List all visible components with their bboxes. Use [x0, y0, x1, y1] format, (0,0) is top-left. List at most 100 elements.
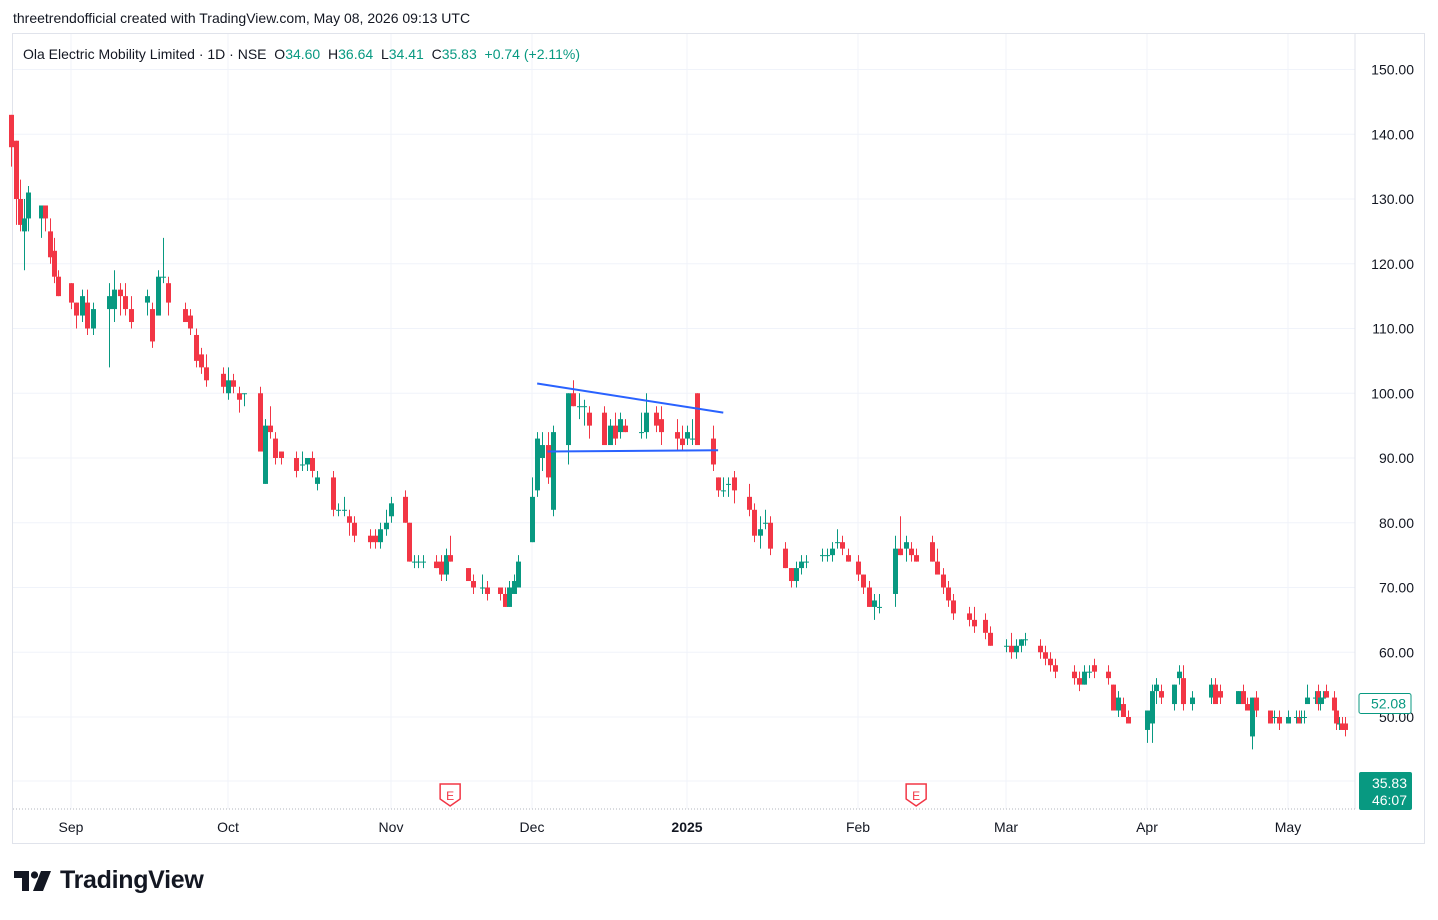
candle[interactable] — [1313, 691, 1318, 705]
candle[interactable] — [967, 606, 972, 627]
candle[interactable] — [1236, 691, 1241, 705]
candle[interactable] — [1106, 665, 1111, 685]
candle[interactable] — [434, 555, 439, 569]
candle[interactable] — [1111, 684, 1116, 711]
candle[interactable] — [587, 406, 592, 439]
candle[interactable] — [789, 568, 794, 588]
candle[interactable] — [1321, 691, 1326, 705]
candle[interactable] — [1241, 684, 1246, 705]
candle[interactable] — [1277, 710, 1282, 730]
candle[interactable] — [1245, 697, 1250, 711]
candle[interactable] — [867, 581, 872, 607]
candle[interactable] — [551, 425, 556, 517]
candle[interactable] — [840, 535, 845, 556]
candle[interactable] — [14, 140, 19, 225]
candle[interactable] — [352, 516, 357, 543]
candle[interactable] — [368, 529, 373, 549]
candle[interactable] — [373, 529, 378, 549]
trendline[interactable] — [537, 382, 724, 414]
earnings-marker-icon[interactable]: E — [439, 783, 461, 807]
candle[interactable] — [48, 218, 53, 264]
candle[interactable] — [1009, 632, 1014, 659]
candle[interactable] — [747, 483, 752, 517]
candle[interactable] — [1087, 665, 1092, 679]
candle[interactable] — [1337, 717, 1342, 730]
candle[interactable] — [384, 509, 389, 536]
candle[interactable] — [183, 302, 188, 323]
candle[interactable] — [315, 470, 320, 491]
candle[interactable] — [540, 432, 545, 471]
candle[interactable] — [1121, 697, 1126, 717]
candle[interactable] — [204, 354, 209, 387]
candle[interactable] — [1286, 710, 1291, 724]
candle[interactable] — [1150, 684, 1155, 743]
candle[interactable] — [898, 516, 903, 556]
candle[interactable] — [412, 555, 417, 569]
candle[interactable] — [654, 406, 659, 433]
candle[interactable] — [242, 393, 247, 407]
candle[interactable] — [18, 179, 23, 232]
candle[interactable] — [403, 490, 408, 523]
candle[interactable] — [161, 237, 166, 284]
candle[interactable] — [1318, 691, 1323, 711]
candle[interactable] — [268, 406, 273, 439]
candle[interactable] — [1043, 645, 1048, 666]
candle[interactable] — [507, 581, 512, 607]
candle[interactable] — [783, 542, 788, 569]
candle[interactable] — [835, 529, 840, 549]
candle[interactable] — [22, 199, 27, 271]
candle[interactable] — [794, 561, 799, 588]
candle[interactable] — [608, 419, 613, 446]
candle[interactable] — [1082, 665, 1087, 685]
candle[interactable] — [9, 114, 14, 167]
candle[interactable] — [763, 509, 768, 530]
candle[interactable] — [602, 406, 607, 446]
candle[interactable] — [480, 574, 485, 594]
candle[interactable] — [378, 522, 383, 549]
candle[interactable] — [512, 574, 517, 594]
candle[interactable] — [1072, 665, 1077, 685]
candle[interactable] — [1302, 710, 1307, 724]
candle[interactable] — [123, 283, 128, 316]
candle[interactable] — [732, 470, 737, 504]
candle[interactable] — [690, 419, 695, 446]
candle[interactable] — [1092, 658, 1097, 679]
candle[interactable] — [1213, 678, 1218, 705]
candle[interactable] — [872, 593, 877, 620]
candle[interactable] — [680, 425, 685, 452]
candle[interactable] — [893, 535, 898, 607]
candle[interactable] — [768, 516, 773, 556]
candle[interactable] — [623, 419, 628, 433]
candle[interactable] — [74, 302, 79, 329]
candle[interactable] — [1299, 710, 1304, 724]
candle[interactable] — [1272, 710, 1277, 724]
candle[interactable] — [726, 477, 731, 497]
candle[interactable] — [421, 555, 426, 569]
candle[interactable] — [39, 205, 44, 238]
candle[interactable] — [1181, 665, 1186, 711]
candle[interactable] — [273, 432, 278, 465]
candle[interactable] — [861, 574, 866, 594]
candle[interactable] — [685, 425, 690, 446]
candle[interactable] — [988, 626, 993, 646]
candle[interactable] — [279, 451, 284, 465]
candle[interactable] — [721, 477, 726, 497]
candle[interactable] — [1254, 691, 1259, 717]
candle[interactable] — [85, 289, 90, 335]
candle[interactable] — [118, 283, 123, 316]
candle[interactable] — [909, 542, 914, 562]
candle[interactable] — [535, 432, 540, 497]
candle[interactable] — [1334, 704, 1339, 730]
candle[interactable] — [799, 555, 804, 575]
candle[interactable] — [930, 535, 935, 562]
candle[interactable] — [1294, 710, 1299, 724]
candle[interactable] — [1116, 691, 1121, 717]
candle[interactable] — [1177, 665, 1182, 685]
candle[interactable] — [904, 535, 909, 562]
candle[interactable] — [618, 412, 623, 439]
candle[interactable] — [52, 237, 57, 284]
candle[interactable] — [1023, 632, 1028, 646]
candle[interactable] — [846, 548, 851, 562]
candle[interactable] — [1048, 652, 1053, 672]
candle[interactable] — [263, 419, 268, 484]
